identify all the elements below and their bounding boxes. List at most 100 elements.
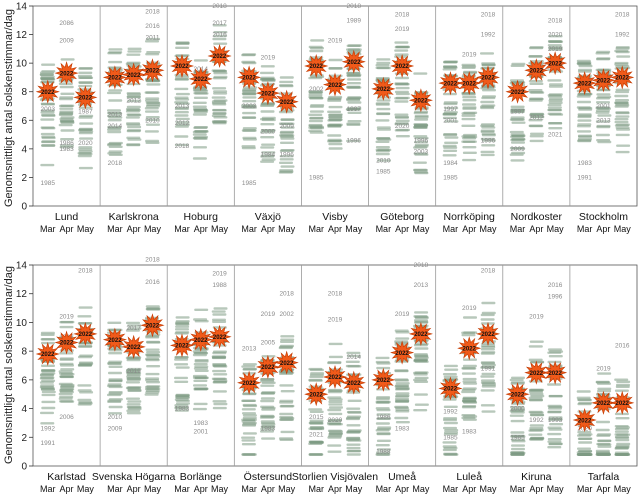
year-point [481, 301, 496, 305]
year-label: 1986 [59, 140, 74, 147]
highlight-2022-burst [140, 58, 165, 83]
year-point [376, 58, 391, 61]
highlight-2022-label: 2022 [79, 96, 93, 102]
year-point [377, 128, 391, 131]
year-point [59, 146, 74, 149]
y-tick-label: 6 [21, 375, 27, 386]
year-point [414, 355, 429, 358]
year-point [528, 358, 543, 361]
y-tick-label: 6 [21, 116, 27, 127]
highlight-2022-burst [390, 340, 415, 365]
year-point [528, 80, 543, 83]
year-label: 1993 [548, 417, 563, 424]
year-label: 2013 [175, 103, 190, 110]
year-point [213, 31, 228, 34]
year-point [547, 438, 562, 441]
year-label: 2019 [328, 37, 343, 44]
highlight-2022-label: 2022 [280, 100, 294, 106]
year-point [261, 355, 276, 358]
year-point [327, 361, 342, 365]
year-point [578, 401, 593, 405]
year-point [145, 141, 160, 144]
year-point [327, 444, 342, 447]
year-point [310, 104, 325, 107]
month-label: Apr [596, 484, 610, 494]
year-point [146, 123, 160, 126]
highlight-2022-label: 2022 [108, 76, 122, 82]
year-point [481, 372, 496, 376]
year-point [376, 413, 391, 416]
highlight-2022-label: 2022 [79, 332, 93, 338]
year-point [394, 416, 409, 420]
year-point [78, 67, 93, 70]
year-point [510, 109, 525, 112]
year-label: 2012 [529, 114, 544, 121]
year-point [481, 383, 496, 387]
year-point [241, 365, 256, 368]
highlight-2022-burst [102, 65, 127, 90]
year-label: 2010 [145, 117, 160, 124]
year-point [346, 123, 361, 126]
year-label: 2016 [212, 32, 227, 39]
year-point [481, 134, 496, 137]
year-point [40, 118, 55, 121]
year-label: 2018 [414, 262, 429, 269]
highlight-2022-burst [73, 321, 98, 346]
year-point [577, 134, 592, 137]
year-point [577, 119, 592, 122]
year-point [480, 375, 495, 378]
station-group: 2018 1992 2001 2013 1991 1983 2022 2022 2022 Stoc… [569, 6, 635, 234]
year-point [212, 37, 227, 41]
highlight-2022-label: 2022 [146, 324, 160, 330]
year-point [41, 369, 56, 372]
year-label: 1985 [443, 434, 458, 441]
year-point [107, 383, 122, 386]
year-point [414, 171, 429, 175]
year-point [461, 333, 476, 337]
year-point [309, 373, 324, 377]
year-point [241, 453, 256, 456]
year-label: 2021 [548, 132, 563, 139]
year-point [126, 113, 141, 116]
highlight-2022-label: 2022 [261, 365, 275, 371]
year-point [328, 147, 343, 150]
year-point [375, 119, 390, 122]
year-point [462, 137, 477, 140]
year-point [212, 320, 227, 323]
highlight-2022-label: 2022 [511, 90, 525, 96]
year-point [461, 91, 476, 95]
year-point [549, 40, 564, 43]
year-point [60, 368, 75, 371]
year-point [41, 78, 56, 81]
year-point [127, 389, 142, 392]
year-point [126, 405, 141, 409]
month-label: Mar [376, 484, 392, 494]
month-label: May [278, 484, 296, 494]
year-point [578, 441, 593, 444]
year-point [480, 361, 495, 364]
year-point [78, 166, 93, 170]
year-point [548, 108, 563, 112]
month-label: Apr [328, 484, 342, 494]
year-point [548, 46, 563, 49]
year-point [394, 41, 409, 44]
year-point [443, 421, 458, 425]
year-point [616, 433, 631, 436]
year-label: 2009 [279, 123, 294, 130]
year-point [597, 372, 612, 375]
year-point [261, 151, 276, 154]
year-point [616, 442, 631, 446]
year-point [376, 400, 391, 404]
year-point [279, 412, 294, 416]
year-point [616, 380, 631, 383]
year-point [480, 150, 495, 154]
year-point [108, 60, 123, 64]
year-point [463, 382, 478, 385]
year-point [107, 128, 121, 131]
year-label: 1983 [577, 160, 592, 167]
year-point [126, 53, 141, 56]
month-label: Mar [443, 484, 459, 494]
year-point [212, 351, 227, 355]
year-label: 1984 [443, 160, 458, 167]
